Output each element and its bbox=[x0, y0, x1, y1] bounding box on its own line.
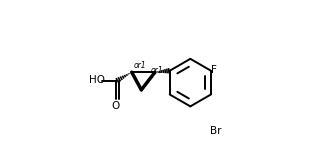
Text: HO: HO bbox=[89, 75, 105, 85]
Text: or1: or1 bbox=[151, 66, 164, 75]
Text: O: O bbox=[112, 101, 120, 111]
Text: F: F bbox=[211, 65, 217, 75]
Text: or1: or1 bbox=[134, 61, 146, 70]
Text: Br: Br bbox=[210, 126, 221, 136]
